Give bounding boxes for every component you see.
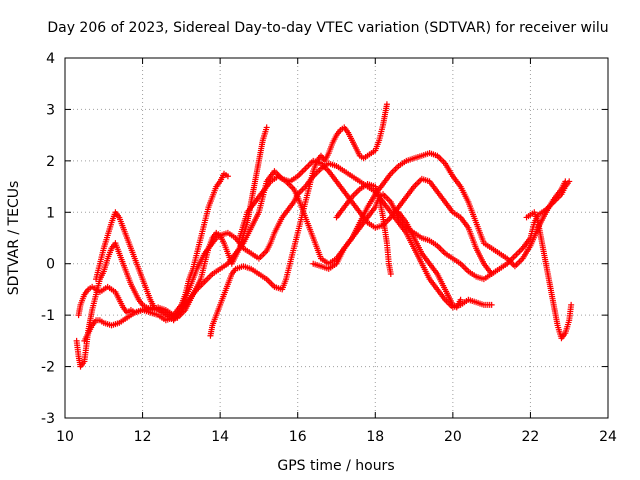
data-point: [568, 301, 575, 308]
data-point: [566, 178, 573, 185]
chart-title: Day 206 of 2023, Sidereal Day-to-day VTE…: [47, 20, 608, 36]
data-point: [263, 124, 270, 131]
x-axis-label: GPS time / hours: [277, 458, 394, 474]
x-tick-label: 20: [444, 429, 462, 445]
y-tick-label: 2: [46, 154, 55, 170]
data-point: [488, 301, 495, 308]
x-tick-label: 16: [289, 429, 307, 445]
y-tick-label: -3: [41, 411, 55, 427]
data-point: [383, 101, 390, 108]
y-tick-label: 1: [46, 205, 55, 221]
series-track-10: [523, 209, 575, 342]
x-tick-label: 12: [134, 429, 152, 445]
y-tick-label: 0: [46, 257, 55, 273]
x-tick-label: 18: [366, 429, 384, 445]
series-track-5: [207, 101, 390, 339]
grid: [65, 58, 608, 418]
x-tick-label: 24: [599, 429, 617, 445]
data-point: [457, 296, 464, 303]
y-tick-label: -1: [41, 308, 55, 324]
x-tick-label: 14: [211, 429, 229, 445]
series-track-9: [395, 209, 464, 311]
x-tick-label: 10: [56, 429, 74, 445]
x-tick-label: 22: [522, 429, 540, 445]
y-tick-label: -2: [41, 360, 55, 376]
y-axis-label: SDTVAR / TECUs: [6, 181, 22, 296]
plot-frame: [64, 57, 609, 419]
series-track-4: [93, 124, 270, 321]
y-tick-label: 4: [46, 51, 55, 67]
series-track-8: [333, 181, 394, 277]
data-point: [224, 173, 231, 180]
series-track-7: [310, 178, 573, 283]
data-points: [73, 101, 575, 370]
y-tick-label: 3: [46, 102, 55, 118]
data-point: [387, 271, 394, 277]
